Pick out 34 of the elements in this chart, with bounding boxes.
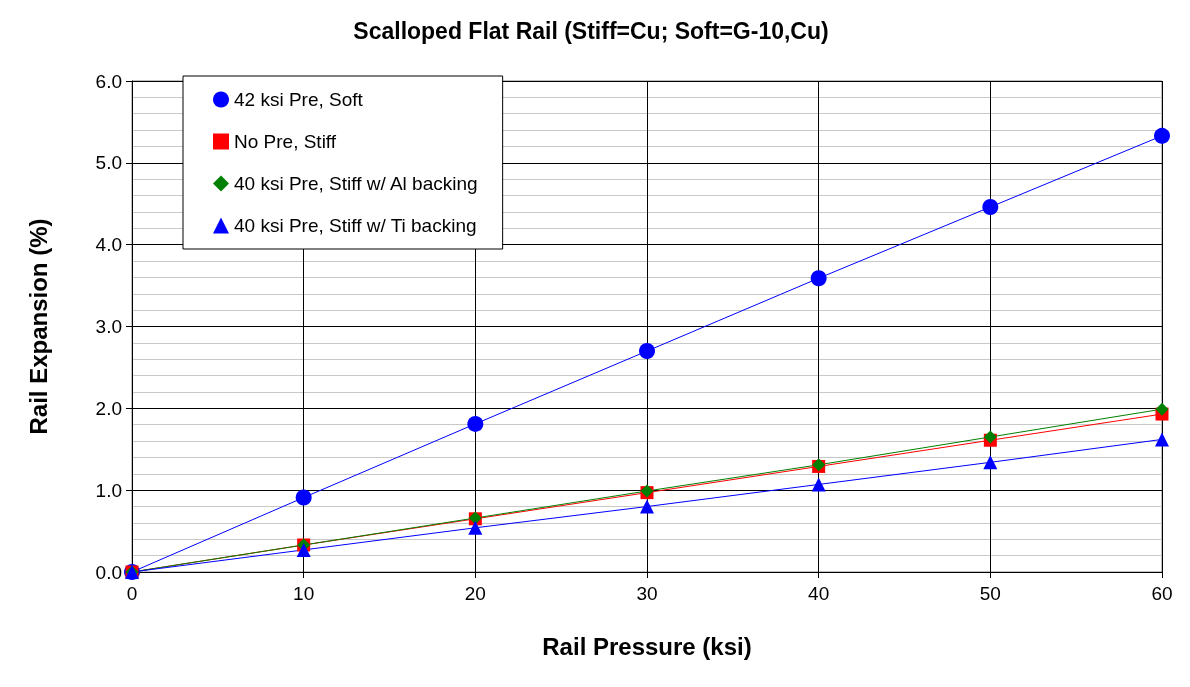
point bbox=[639, 343, 655, 360]
point bbox=[1154, 127, 1170, 144]
x-axis-title: Rail Pressure (ksi) bbox=[542, 632, 752, 660]
legend-label: No Pre, Stiff bbox=[234, 131, 337, 152]
x-tick-label: 50 bbox=[979, 583, 1001, 604]
y-tick-label: 2.0 bbox=[95, 397, 122, 419]
point bbox=[640, 499, 654, 514]
x-tick-label: 20 bbox=[464, 583, 486, 604]
y-tick-label: 5.0 bbox=[95, 152, 122, 174]
point bbox=[982, 199, 999, 216]
y-tick-label: 1.0 bbox=[95, 479, 122, 501]
x-tick-label: 40 bbox=[808, 583, 830, 604]
legend-label: 42 ksi Pre, Soft bbox=[234, 89, 364, 110]
legend-label: 40 ksi Pre, Stiff w/ Al backing bbox=[234, 173, 478, 194]
point bbox=[811, 477, 826, 492]
x-tick-label: 60 bbox=[1151, 583, 1173, 604]
legend-label: 40 ksi Pre, Stiff w/ Ti backing bbox=[234, 215, 477, 236]
x-tick-label: 30 bbox=[636, 583, 658, 604]
y-tick-label: 4.0 bbox=[95, 234, 122, 256]
x-tick-label: 0 bbox=[126, 583, 138, 604]
point bbox=[467, 415, 484, 432]
y-tick-label: 3.0 bbox=[95, 316, 122, 337]
point bbox=[295, 489, 312, 506]
point bbox=[983, 455, 998, 470]
x-tick-label: 10 bbox=[293, 583, 315, 604]
chart-title: Scalloped Flat Rail (Stiff=Cu; Soft=G-10,Cu) bbox=[353, 17, 829, 44]
point bbox=[1155, 432, 1169, 447]
point bbox=[810, 270, 827, 287]
point bbox=[468, 520, 483, 535]
y-tick-label: 6.0 bbox=[95, 70, 122, 92]
y-axis-title: Rail Expansion (%) bbox=[24, 218, 52, 435]
point bbox=[296, 542, 311, 557]
y-tick-label: 0.0 bbox=[95, 561, 122, 583]
point bbox=[1155, 402, 1169, 416]
